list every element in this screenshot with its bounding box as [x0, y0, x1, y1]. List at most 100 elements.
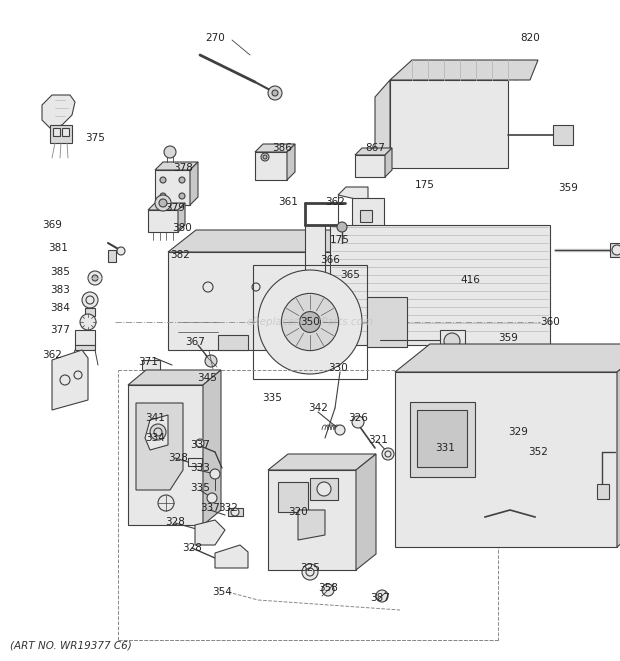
- Circle shape: [299, 311, 321, 332]
- Text: 385: 385: [50, 267, 70, 277]
- Text: 382: 382: [170, 250, 190, 260]
- Polygon shape: [367, 297, 407, 347]
- Text: 320: 320: [288, 507, 308, 517]
- Text: 387: 387: [370, 593, 390, 603]
- Bar: [85, 308, 95, 316]
- Text: 332: 332: [218, 503, 238, 513]
- Bar: [53, 128, 60, 136]
- Text: eReplacementParts.com: eReplacementParts.com: [246, 317, 374, 327]
- Text: 337: 337: [200, 503, 220, 513]
- Bar: [395, 372, 617, 547]
- Circle shape: [88, 271, 102, 285]
- Polygon shape: [168, 230, 361, 252]
- Text: 867: 867: [365, 143, 385, 153]
- Text: 371: 371: [138, 357, 158, 367]
- Bar: [310, 478, 338, 500]
- Text: 345: 345: [197, 373, 217, 383]
- Circle shape: [117, 247, 125, 255]
- Bar: [352, 198, 384, 270]
- Bar: [553, 125, 573, 145]
- Bar: [155, 170, 190, 205]
- Polygon shape: [345, 260, 368, 290]
- Bar: [360, 210, 372, 222]
- Text: 378: 378: [173, 163, 193, 173]
- Text: 377: 377: [50, 325, 70, 335]
- Text: 326: 326: [348, 413, 368, 423]
- Text: (ART NO. WR19377 C6): (ART NO. WR19377 C6): [10, 640, 131, 650]
- Polygon shape: [255, 144, 295, 152]
- Text: 329: 329: [508, 427, 528, 437]
- Polygon shape: [417, 410, 467, 467]
- Circle shape: [335, 425, 345, 435]
- Circle shape: [207, 493, 217, 503]
- Polygon shape: [136, 403, 183, 490]
- Text: 321: 321: [368, 435, 388, 445]
- Circle shape: [92, 275, 98, 281]
- Text: 333: 333: [190, 463, 210, 473]
- Circle shape: [160, 193, 166, 199]
- Bar: [597, 484, 609, 499]
- Circle shape: [444, 333, 460, 349]
- Bar: [268, 470, 356, 570]
- Circle shape: [302, 564, 318, 580]
- Polygon shape: [410, 402, 475, 477]
- Text: 362: 362: [325, 197, 345, 207]
- Text: 384: 384: [50, 303, 70, 313]
- Text: 359: 359: [558, 183, 578, 193]
- Text: 175: 175: [415, 180, 435, 190]
- Text: 362: 362: [42, 350, 62, 360]
- Circle shape: [179, 193, 185, 199]
- Text: 352: 352: [528, 447, 548, 457]
- Text: 375: 375: [85, 133, 105, 143]
- Text: 386: 386: [272, 143, 292, 153]
- Circle shape: [155, 195, 171, 211]
- Circle shape: [376, 590, 388, 602]
- Text: 416: 416: [460, 275, 480, 285]
- Circle shape: [612, 245, 620, 255]
- Polygon shape: [148, 203, 185, 210]
- Bar: [142, 360, 160, 370]
- Text: 328: 328: [182, 543, 202, 553]
- Polygon shape: [215, 545, 248, 568]
- Text: 820: 820: [520, 33, 540, 43]
- Bar: [108, 250, 116, 262]
- Polygon shape: [178, 203, 185, 232]
- Polygon shape: [195, 520, 225, 545]
- Polygon shape: [355, 148, 392, 155]
- Circle shape: [231, 508, 239, 516]
- Text: 381: 381: [48, 243, 68, 253]
- Polygon shape: [190, 162, 198, 205]
- Bar: [50, 125, 72, 143]
- Circle shape: [196, 439, 204, 447]
- Polygon shape: [155, 162, 198, 170]
- Text: 361: 361: [278, 197, 298, 207]
- Circle shape: [179, 177, 185, 183]
- Polygon shape: [203, 370, 221, 525]
- Polygon shape: [52, 350, 88, 410]
- Circle shape: [317, 482, 331, 496]
- Text: 354: 354: [212, 587, 232, 597]
- Circle shape: [261, 153, 269, 161]
- Bar: [253, 265, 367, 379]
- Text: 359: 359: [498, 333, 518, 343]
- Circle shape: [150, 424, 166, 440]
- Circle shape: [322, 584, 334, 596]
- Circle shape: [160, 177, 166, 183]
- Circle shape: [159, 199, 167, 207]
- Circle shape: [337, 222, 347, 232]
- Text: 331: 331: [435, 443, 455, 453]
- Circle shape: [205, 355, 217, 367]
- Text: 380: 380: [172, 223, 192, 233]
- Circle shape: [335, 237, 345, 247]
- Text: 335: 335: [262, 393, 282, 403]
- Bar: [168, 252, 333, 350]
- Text: 383: 383: [50, 285, 70, 295]
- Polygon shape: [333, 230, 361, 350]
- Bar: [75, 330, 95, 345]
- Bar: [268, 335, 288, 350]
- Bar: [218, 335, 248, 350]
- Text: 350: 350: [300, 317, 320, 327]
- Polygon shape: [390, 60, 538, 80]
- Circle shape: [292, 286, 304, 298]
- Text: 358: 358: [318, 583, 338, 593]
